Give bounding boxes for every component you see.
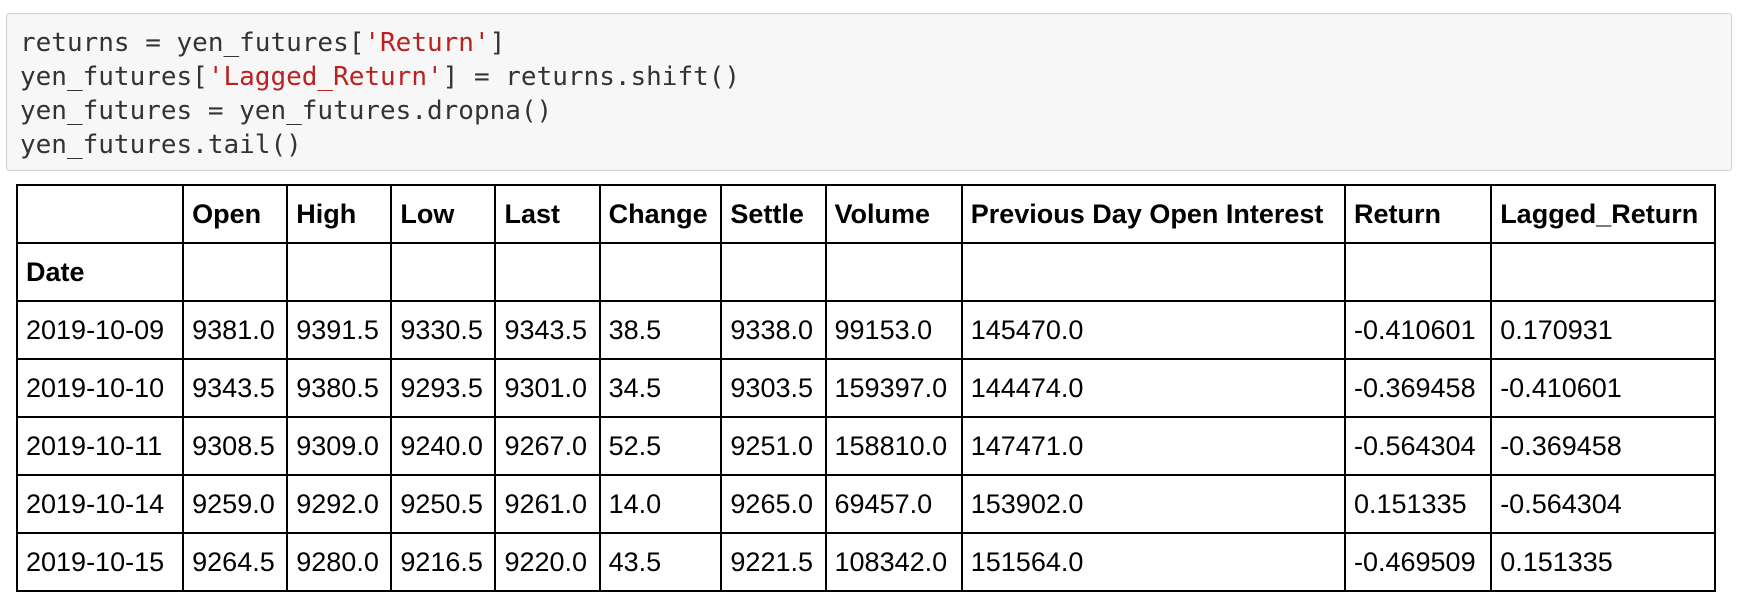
table-cell: 9303.5 (720, 358, 827, 418)
date-index-cell: 2019-10-10 (15, 358, 185, 418)
table-cell: 9292.0 (286, 474, 393, 534)
date-index-cell: 2019-10-09 (15, 300, 185, 360)
empty-header-cell (824, 242, 963, 302)
index-name-header: Date (15, 242, 185, 302)
code-string-token: 'Return' (364, 28, 490, 58)
table-cell: 9381.0 (182, 300, 289, 360)
table-cell: -0.410601 (1490, 358, 1716, 418)
table-cell: 0.151335 (1490, 532, 1716, 592)
column-header: Change (598, 184, 723, 244)
column-header: Lagged_Return (1490, 184, 1716, 244)
empty-header-cell (494, 242, 601, 302)
table-cell: 108342.0 (824, 532, 963, 592)
table-cell: 159397.0 (824, 358, 963, 418)
table-cell: 9309.0 (286, 416, 393, 476)
table-cell: 9280.0 (286, 532, 393, 592)
code-cell-input[interactable]: returns = yen_futures['Return'] yen_futu… (6, 13, 1732, 171)
table-cell: -0.564304 (1490, 474, 1716, 534)
empty-header-cell (182, 242, 289, 302)
column-header: Last (494, 184, 601, 244)
table-cell: 9330.5 (390, 300, 497, 360)
table-cell: 9267.0 (494, 416, 601, 476)
table-cell: 69457.0 (824, 474, 963, 534)
column-header: Low (390, 184, 497, 244)
table-cell: 9251.0 (720, 416, 827, 476)
table-row: 2019-10-15 9264.5 9280.0 9216.5 9220.0 4… (15, 532, 1716, 592)
empty-header-cell (720, 242, 827, 302)
table-cell: 147471.0 (960, 416, 1346, 476)
table-cell: 9250.5 (390, 474, 497, 534)
table-cell: 9343.5 (182, 358, 289, 418)
code-string-token: 'Lagged_Return' (207, 62, 443, 92)
empty-header-cell (286, 242, 393, 302)
table-cell: -0.369458 (1343, 358, 1493, 418)
empty-header-cell (1343, 242, 1493, 302)
column-header: Return (1343, 184, 1493, 244)
empty-header-cell (960, 242, 1346, 302)
code-line-3: yen_futures = yen_futures.dropna() (20, 95, 552, 127)
table-cell: 9265.0 (720, 474, 827, 534)
table-cell: 9216.5 (390, 532, 497, 592)
dataframe-output-table: Open High Low Last Change Settle Volume … (15, 184, 1716, 592)
column-header (15, 184, 185, 244)
empty-header-cell (390, 242, 497, 302)
table-cell: 151564.0 (960, 532, 1346, 592)
table-cell: 9391.5 (286, 300, 393, 360)
table-row: 2019-10-10 9343.5 9380.5 9293.5 9301.0 3… (15, 358, 1716, 418)
table-cell: 9264.5 (182, 532, 289, 592)
date-index-cell: 2019-10-11 (15, 416, 185, 476)
table-row: 2019-10-09 9381.0 9391.5 9330.5 9343.5 3… (15, 300, 1716, 360)
table-cell: 153902.0 (960, 474, 1346, 534)
empty-header-cell (598, 242, 723, 302)
table-row: 2019-10-11 9308.5 9309.0 9240.0 9267.0 5… (15, 416, 1716, 476)
code-token: returns = yen_futures[ (20, 28, 365, 58)
column-header: Settle (720, 184, 827, 244)
code-line-1: returns = yen_futures['Return'] (20, 27, 505, 59)
column-header: Previous Day Open Interest (960, 184, 1346, 244)
column-header: Volume (824, 184, 963, 244)
date-index-cell: 2019-10-15 (15, 532, 185, 592)
table-cell: 9240.0 (390, 416, 497, 476)
table-cell: -0.410601 (1343, 300, 1493, 360)
table-cell: -0.564304 (1343, 416, 1493, 476)
table-cell: 38.5 (598, 300, 723, 360)
table-cell: 0.151335 (1343, 474, 1493, 534)
column-header: High (286, 184, 393, 244)
table-cell: 0.170931 (1490, 300, 1716, 360)
code-line-4: yen_futures.tail() (20, 129, 302, 161)
table-cell: 9220.0 (494, 532, 601, 592)
code-token: ] = returns.shift() (442, 62, 741, 92)
table-cell: 9221.5 (720, 532, 827, 592)
table-cell: 144474.0 (960, 358, 1346, 418)
table-cell: 145470.0 (960, 300, 1346, 360)
index-name-row: Date (15, 242, 1716, 302)
table-cell: 34.5 (598, 358, 723, 418)
table-cell: 158810.0 (824, 416, 963, 476)
table-cell: -0.469509 (1343, 532, 1493, 592)
column-header: Open (182, 184, 289, 244)
date-index-cell: 2019-10-14 (15, 474, 185, 534)
table-cell: 52.5 (598, 416, 723, 476)
table-cell: 9380.5 (286, 358, 393, 418)
code-token: yen_futures[ (20, 62, 208, 92)
table-cell: -0.369458 (1490, 416, 1716, 476)
table-cell: 9259.0 (182, 474, 289, 534)
code-token: yen_futures.tail() (20, 130, 302, 160)
table-cell: 43.5 (598, 532, 723, 592)
table-cell: 9293.5 (390, 358, 497, 418)
table-cell: 9308.5 (182, 416, 289, 476)
table-row: 2019-10-14 9259.0 9292.0 9250.5 9261.0 1… (15, 474, 1716, 534)
table-cell: 9261.0 (494, 474, 601, 534)
column-header-row: Open High Low Last Change Settle Volume … (15, 184, 1716, 244)
table-cell: 9343.5 (494, 300, 601, 360)
empty-header-cell (1490, 242, 1716, 302)
code-token: ] (489, 28, 506, 58)
table-cell: 14.0 (598, 474, 723, 534)
code-line-2: yen_futures['Lagged_Return'] = returns.s… (20, 61, 740, 93)
table-cell: 9301.0 (494, 358, 601, 418)
table-cell: 99153.0 (824, 300, 963, 360)
code-token: yen_futures = yen_futures.dropna() (20, 96, 553, 126)
table-cell: 9338.0 (720, 300, 827, 360)
